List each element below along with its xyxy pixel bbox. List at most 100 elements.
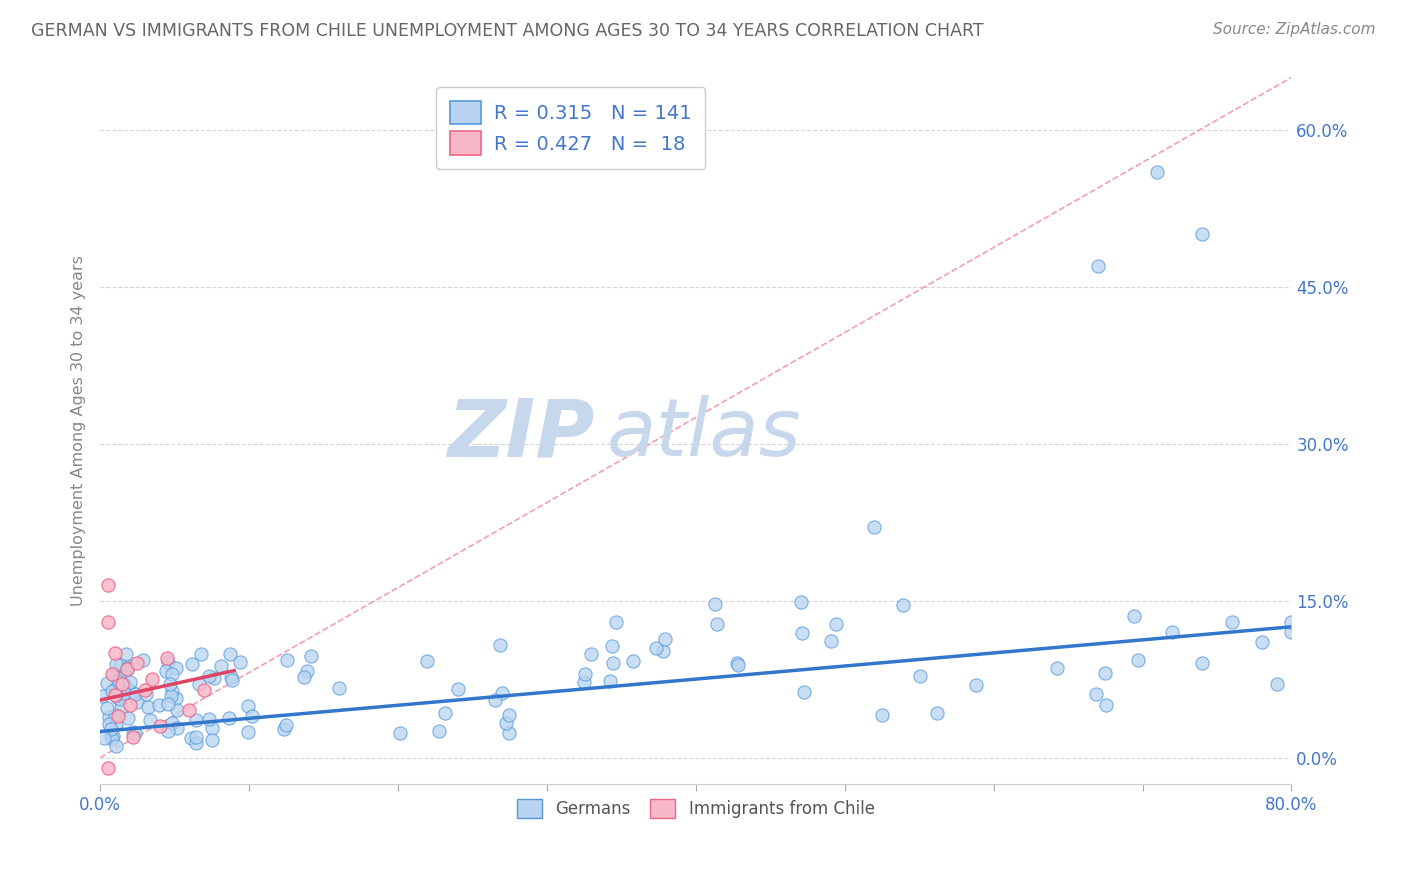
Point bbox=[141, 672, 163, 686]
Point bbox=[1250, 635, 1272, 649]
Point bbox=[97, 717, 120, 731]
Point bbox=[134, 682, 156, 697]
Point bbox=[105, 688, 128, 702]
Point bbox=[125, 695, 148, 709]
Text: Source: ZipAtlas.com: Source: ZipAtlas.com bbox=[1212, 22, 1375, 37]
Point bbox=[193, 682, 215, 697]
Point bbox=[149, 719, 172, 733]
Point bbox=[100, 722, 122, 736]
Point bbox=[184, 730, 207, 744]
Point bbox=[433, 706, 456, 720]
Point bbox=[107, 672, 129, 686]
Point bbox=[276, 653, 298, 667]
Point bbox=[114, 648, 136, 662]
Point bbox=[180, 731, 202, 746]
Point bbox=[156, 724, 179, 739]
Point bbox=[600, 639, 623, 653]
Point bbox=[184, 713, 207, 727]
Point bbox=[1191, 227, 1213, 242]
Point bbox=[110, 701, 132, 715]
Point bbox=[825, 616, 848, 631]
Point bbox=[136, 699, 159, 714]
Point bbox=[273, 722, 295, 736]
Point bbox=[201, 732, 224, 747]
Point bbox=[105, 681, 128, 695]
Point bbox=[124, 687, 146, 701]
Point bbox=[97, 615, 120, 629]
Point bbox=[863, 520, 886, 534]
Point bbox=[870, 708, 893, 723]
Point bbox=[240, 708, 263, 723]
Point bbox=[654, 632, 676, 647]
Point bbox=[166, 721, 188, 735]
Point bbox=[605, 615, 627, 629]
Point bbox=[621, 655, 644, 669]
Point bbox=[165, 661, 187, 675]
Point bbox=[155, 664, 177, 678]
Text: ZIP: ZIP bbox=[447, 395, 595, 473]
Point bbox=[115, 658, 138, 673]
Point bbox=[299, 649, 322, 664]
Point bbox=[725, 656, 748, 670]
Point bbox=[236, 698, 259, 713]
Point bbox=[134, 686, 156, 700]
Point bbox=[652, 644, 675, 658]
Text: GERMAN VS IMMIGRANTS FROM CHILE UNEMPLOYMENT AMONG AGES 30 TO 34 YEARS CORRELATI: GERMAN VS IMMIGRANTS FROM CHILE UNEMPLOY… bbox=[31, 22, 984, 40]
Point bbox=[229, 655, 252, 669]
Point bbox=[727, 657, 749, 672]
Point bbox=[101, 732, 124, 747]
Point bbox=[131, 653, 153, 667]
Point bbox=[156, 651, 179, 665]
Point bbox=[179, 704, 201, 718]
Point bbox=[162, 715, 184, 730]
Point bbox=[221, 673, 243, 688]
Point bbox=[118, 698, 141, 713]
Point bbox=[1084, 687, 1107, 701]
Point bbox=[100, 684, 122, 698]
Point bbox=[1094, 665, 1116, 680]
Point bbox=[238, 725, 260, 739]
Point bbox=[97, 710, 120, 724]
Point bbox=[965, 678, 987, 692]
Point bbox=[107, 708, 129, 723]
Y-axis label: Unemployment Among Ages 30 to 34 years: Unemployment Among Ages 30 to 34 years bbox=[72, 255, 86, 606]
Point bbox=[891, 598, 914, 612]
Point bbox=[1046, 661, 1069, 675]
Text: atlas: atlas bbox=[606, 395, 801, 473]
Point bbox=[101, 729, 124, 743]
Point bbox=[218, 711, 240, 725]
Point bbox=[1265, 677, 1288, 691]
Point bbox=[427, 724, 450, 739]
Point bbox=[162, 683, 184, 698]
Point bbox=[184, 735, 207, 749]
Point bbox=[124, 725, 146, 739]
Point bbox=[101, 666, 124, 681]
Point bbox=[388, 726, 411, 740]
Point bbox=[105, 657, 128, 671]
Point bbox=[148, 698, 170, 712]
Point bbox=[103, 668, 125, 682]
Point bbox=[1281, 625, 1303, 640]
Point bbox=[602, 657, 624, 671]
Point bbox=[447, 682, 470, 697]
Point bbox=[644, 641, 666, 656]
Point bbox=[1126, 653, 1149, 667]
Point bbox=[122, 725, 145, 739]
Point bbox=[108, 692, 131, 706]
Point bbox=[96, 676, 118, 690]
Point bbox=[108, 674, 131, 689]
Point bbox=[190, 648, 212, 662]
Point bbox=[93, 731, 115, 745]
Point bbox=[104, 688, 127, 702]
Point bbox=[97, 578, 120, 592]
Point bbox=[599, 674, 621, 689]
Point bbox=[120, 674, 142, 689]
Point bbox=[198, 712, 221, 726]
Point bbox=[219, 648, 242, 662]
Point bbox=[127, 657, 149, 671]
Point bbox=[1191, 657, 1213, 671]
Point bbox=[100, 729, 122, 743]
Point bbox=[165, 691, 187, 706]
Point bbox=[115, 681, 138, 696]
Point bbox=[111, 677, 134, 691]
